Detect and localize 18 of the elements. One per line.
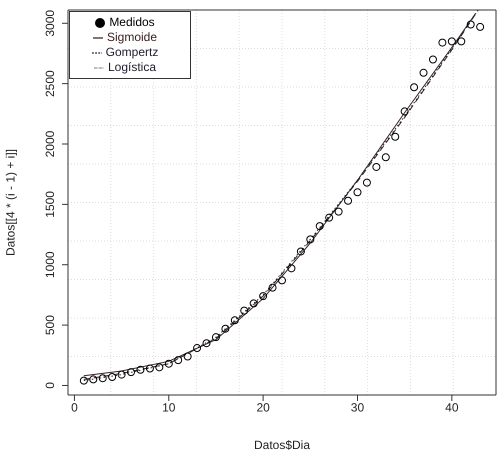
x-tick-label: 0 [71,400,78,415]
y-tick-label: 0 [43,382,57,389]
y-tick-label: 2500 [43,70,57,97]
x-tick-label: 10 [162,400,176,415]
y-tick-label: 1000 [43,251,57,278]
legend-label: Medidos [109,15,155,29]
x-tick-label: 20 [256,400,270,415]
x-tick-label: 30 [350,400,364,415]
y-tick-label: 500 [43,314,57,336]
y-tick-label: 3000 [43,10,57,37]
y-tick-label: 1500 [43,190,57,218]
x-axis-title: Datos$Dia [254,438,310,452]
legend-label: Gompertz [106,45,158,59]
x-tick-label: 40 [445,400,459,415]
legend-label: Sigmoide [106,30,158,44]
legend-label: Logística [108,60,156,74]
y-axis-title: Datos[[4 * (i - 1) + i]] [3,148,18,256]
y-tick-label: 2000 [43,130,57,158]
